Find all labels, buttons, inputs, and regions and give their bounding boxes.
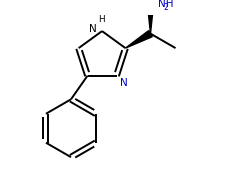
Text: H: H [98, 15, 104, 24]
Text: N: N [120, 78, 128, 88]
Polygon shape [147, 6, 153, 34]
Polygon shape [125, 31, 152, 48]
Text: N: N [89, 24, 97, 34]
Text: NH: NH [157, 0, 172, 9]
Text: 2: 2 [163, 3, 168, 12]
